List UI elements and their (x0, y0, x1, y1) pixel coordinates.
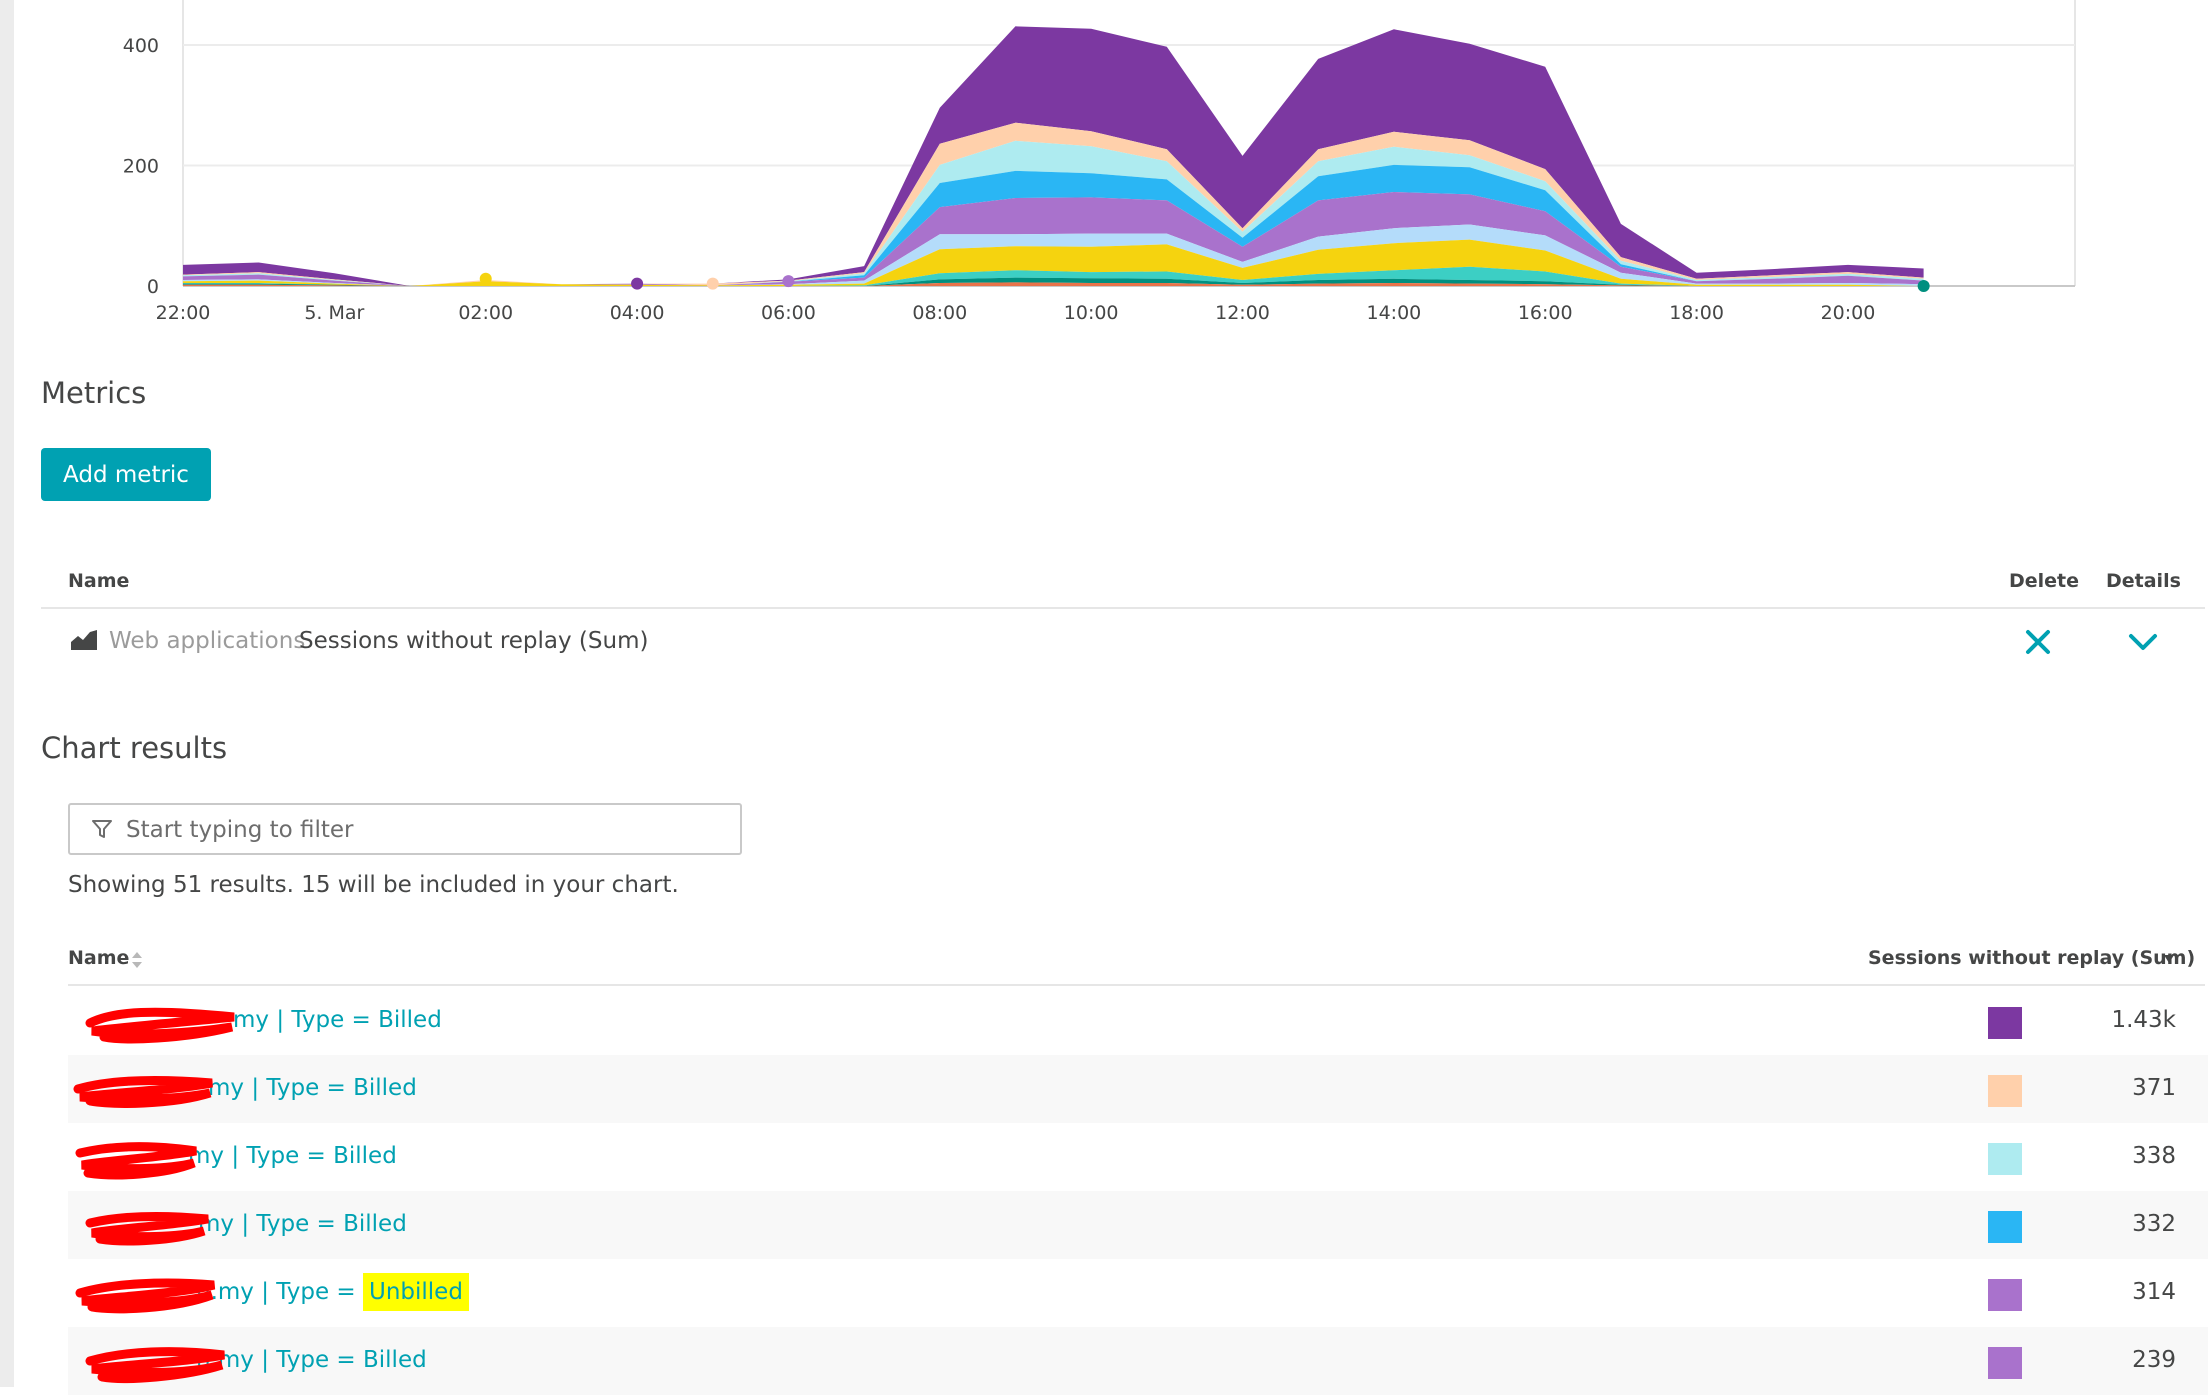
x-tick-label: 10:00 (1064, 302, 1119, 324)
metric-type-label: Web applications (109, 628, 306, 654)
metrics-col-details: Details (2106, 570, 2181, 592)
metrics-col-name: Name (68, 570, 130, 592)
area-series (183, 192, 1924, 286)
chart-results-title: Chart results (41, 731, 228, 765)
sort-descending-icon[interactable] (2163, 954, 2175, 964)
y-tick-label: 400 (123, 35, 159, 57)
results-col-value[interactable]: Sessions without replay (Sum) (1868, 947, 2196, 969)
metric-name-label: Sessions without replay (Sum) (299, 628, 649, 654)
result-value: 1.43k (2111, 1007, 2176, 1033)
result-name-link[interactable]: my | Type = Billed (208, 1075, 417, 1101)
redaction-scribble (85, 1211, 209, 1246)
add-metric-button[interactable]: Add metric (41, 448, 211, 501)
series-marker (1917, 280, 1930, 292)
x-tick-label: 08:00 (912, 302, 967, 324)
result-name-link[interactable]: my | Type = Billed (198, 1211, 407, 1237)
series-marker (782, 275, 795, 288)
series-color-swatch (1988, 1347, 2022, 1379)
area-series (183, 266, 1924, 286)
area-series (183, 140, 1924, 286)
x-tick-label: 18:00 (1669, 302, 1724, 324)
table-row[interactable]: my | Type = Billed 371 (68, 1055, 2208, 1123)
result-value: 239 (2132, 1347, 2176, 1373)
redaction-scribble (75, 1278, 216, 1314)
area-series (183, 122, 1924, 286)
redaction-scribble (85, 1007, 235, 1044)
result-name-link[interactable]: my | Type = Billed (188, 1143, 397, 1169)
y-tick-label: 200 (123, 156, 159, 178)
y-tick-label: 0 (147, 276, 159, 298)
x-tick-label: 16:00 (1518, 302, 1573, 324)
stacked-area-chart: 0 200 400 22:00 5. Mar 02:00 04:00 06:00 08:00 10… (0, 0, 2208, 340)
series-color-swatch (1988, 1211, 2022, 1243)
highlighted-type: Unbilled (363, 1273, 469, 1311)
series-color-swatch (1988, 1007, 2022, 1039)
result-name-link[interactable]: my | Type = Billed (233, 1007, 442, 1033)
result-value: 338 (2132, 1143, 2176, 1169)
redaction-scribble (75, 1142, 197, 1180)
metrics-header-divider (41, 607, 2205, 609)
metrics-col-delete: Delete (2009, 570, 2080, 592)
area-series (183, 224, 1924, 286)
metrics-title: Metrics (41, 376, 147, 410)
area-series (183, 239, 1924, 286)
area-series (183, 277, 1924, 286)
table-row[interactable]: my | Type = Billed 338 (68, 1123, 2208, 1191)
results-header-divider (68, 984, 2205, 986)
result-value: 314 (2132, 1279, 2176, 1305)
result-name-link[interactable]: n.my | Type = Billed (196, 1347, 427, 1373)
left-rail (0, 0, 14, 1387)
series-color-swatch (1988, 1143, 2022, 1175)
delete-icon[interactable] (2018, 622, 2058, 662)
area-chart-icon (71, 630, 97, 650)
x-tick-label: 14:00 (1366, 302, 1421, 324)
x-tick-label: 04:00 (610, 302, 665, 324)
x-tick-label: 02:00 (458, 302, 513, 324)
x-tick-label: 12:00 (1215, 302, 1270, 324)
table-row[interactable]: n.my | Type = Unbilled 314 (68, 1259, 2208, 1327)
area-series (183, 282, 1924, 286)
x-tick-label: 20:00 (1821, 302, 1876, 324)
series-marker (479, 272, 492, 285)
chart-svg: 0 200 400 22:00 5. Mar 02:00 04:00 06:00 08:00 10… (123, 0, 2076, 324)
results-col-name[interactable]: Name (68, 947, 130, 969)
table-row[interactable]: my | Type = Billed 1.43k (68, 987, 2208, 1055)
filter-input[interactable] (124, 805, 728, 855)
metric-row[interactable]: Web applications Sessions without replay… (41, 608, 2201, 678)
x-tick-label: 22:00 (156, 302, 211, 324)
filter-icon (92, 820, 112, 838)
result-value: 332 (2132, 1211, 2176, 1237)
area-series (183, 164, 1924, 286)
results-summary: Showing 51 results. 15 will be included … (68, 872, 679, 898)
chevron-down-icon[interactable] (2123, 622, 2163, 662)
area-series (183, 26, 1924, 287)
table-row[interactable]: n.my | Type = Billed 239 (68, 1327, 2208, 1395)
filter-field[interactable] (68, 803, 742, 855)
x-tick-label: 5. Mar (304, 302, 364, 324)
redaction-scribble (73, 1076, 213, 1108)
series-marker (631, 277, 644, 290)
result-name-link[interactable]: n.my | Type = Unbilled (196, 1273, 469, 1311)
result-name-prefix: n.my | Type = (196, 1279, 356, 1305)
series-color-swatch (1988, 1075, 2022, 1107)
series-color-swatch (1988, 1279, 2022, 1311)
table-row[interactable]: my | Type = Billed 332 (68, 1191, 2208, 1259)
result-value: 371 (2132, 1075, 2176, 1101)
redaction-scribble (85, 1347, 225, 1383)
x-tick-label: 06:00 (761, 302, 816, 324)
series-marker (706, 277, 719, 290)
sort-icon[interactable] (131, 951, 143, 969)
